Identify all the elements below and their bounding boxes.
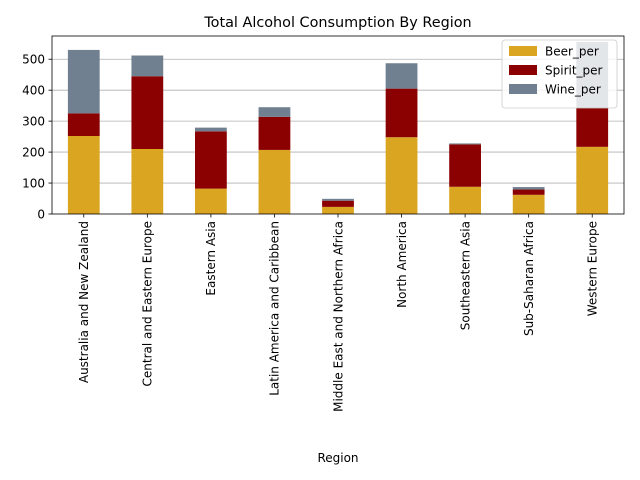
bar-segment-beer-per — [322, 206, 354, 214]
bar-segment-wine-per — [449, 143, 481, 145]
bar-segment-beer-per — [449, 186, 481, 214]
x-tick-label: Australia and New Zealand — [77, 221, 91, 383]
bar-segment-spirit-per — [322, 200, 354, 207]
bar-segment-wine-per — [385, 63, 418, 89]
bar-segment-wine-per — [512, 187, 545, 190]
bar-segment-beer-per — [576, 146, 609, 214]
y-tick-label: 300 — [22, 114, 45, 128]
bar-segment-spirit-per — [195, 131, 227, 189]
legend-label: Spirit_per — [545, 64, 603, 78]
bar-segment-spirit-per — [385, 88, 418, 138]
x-tick-label: Latin America and Caribbean — [268, 221, 282, 396]
legend: Beer_per Spirit_per Wine_per — [501, 39, 618, 109]
legend-swatch — [509, 65, 537, 75]
legend-label: Wine_per — [545, 83, 601, 97]
bar-segment-beer-per — [258, 149, 291, 214]
bars — [67, 41, 609, 214]
bar-segment-spirit-per — [512, 189, 545, 195]
bar-segment-beer-per — [131, 148, 164, 214]
y-tick-label: 500 — [22, 53, 45, 67]
y-tick-label: 0 — [37, 207, 45, 221]
bar-segment-spirit-per — [576, 107, 609, 147]
y-tick-label: 400 — [22, 83, 45, 97]
bar-segment-spirit-per — [67, 113, 100, 136]
legend-swatch — [509, 46, 537, 56]
legend-label: Beer_per — [545, 45, 599, 59]
x-tick-label: Central and Eastern Europe — [141, 221, 155, 387]
bar-segment-beer-per — [385, 137, 418, 214]
x-axis-title: Region — [317, 451, 358, 465]
bar-segment-beer-per — [195, 188, 227, 214]
bar-segment-spirit-per — [258, 116, 291, 150]
y-tick-label: 100 — [22, 176, 45, 190]
chart-title: Total Alcohol Consumption By Region — [203, 15, 471, 31]
bar-segment-wine-per — [322, 198, 354, 201]
legend-swatch — [509, 84, 537, 94]
x-tick-label: Middle East and Northern Africa — [331, 221, 345, 412]
x-tick-label: North America — [395, 221, 409, 308]
y-axis: 0 100 200 300 400 500 — [22, 53, 52, 221]
bar-segment-wine-per — [195, 127, 227, 132]
bar-segment-wine-per — [67, 49, 100, 114]
bar-segment-spirit-per — [131, 76, 164, 149]
x-tick-label: Eastern Asia — [204, 221, 218, 296]
x-tick-label: Southeastern Asia — [458, 221, 472, 330]
x-tick-label: Sub-Saharan Africa — [522, 221, 536, 336]
y-tick-label: 200 — [22, 145, 45, 159]
bar-segment-beer-per — [512, 194, 545, 214]
x-axis: Australia and New Zealand Central and Eas… — [77, 214, 600, 412]
bar-segment-spirit-per — [449, 144, 481, 187]
x-tick-label: Western Europe — [586, 221, 600, 316]
bar-segment-wine-per — [258, 107, 291, 117]
bar-segment-beer-per — [67, 135, 100, 214]
bar-segment-wine-per — [131, 55, 164, 77]
